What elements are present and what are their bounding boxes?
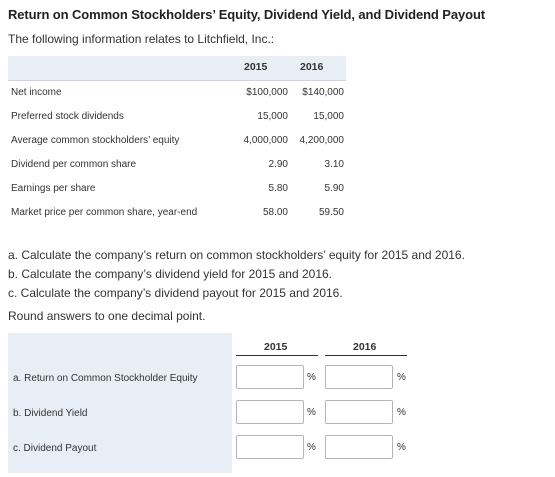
question-b: b. Calculate the company’s dividend yiel…: [8, 267, 332, 281]
value-2015: $100,000: [246, 87, 288, 98]
roe-2016-input[interactable]: [325, 365, 393, 389]
value-2016: 59.50: [318, 207, 344, 218]
answer-year-2016: 2016: [353, 341, 377, 353]
rounding-note: Round answers to one decimal point.: [8, 309, 206, 323]
dividend-payout-2016-input[interactable]: [325, 435, 393, 459]
value-2016: 15,000: [313, 111, 344, 122]
table-row: Dividend per common share 2.90 3.10: [8, 153, 346, 177]
row-label: Earnings per share: [11, 183, 96, 194]
row-label: Net income: [11, 87, 62, 98]
value-2015: 5.80: [268, 183, 288, 194]
table-row: Earnings per share 5.80 5.90: [8, 177, 346, 201]
percent-sign: %: [397, 407, 406, 418]
row-label: Average common stockholders’ equity: [11, 135, 180, 146]
value-2016: 5.90: [324, 183, 344, 194]
question-c: c. Calculate the company’s dividend payo…: [8, 286, 343, 300]
header-underline-2016: [325, 355, 407, 356]
value-2015: 58.00: [262, 207, 288, 218]
dividend-yield-2015-input[interactable]: [236, 400, 304, 424]
row-label: Preferred stock dividends: [11, 111, 124, 122]
percent-sign: %: [307, 372, 316, 383]
answer-label-column: [8, 333, 232, 473]
answer-row-dividend-yield: b. Dividend Yield % %: [8, 398, 418, 430]
question-a: a. Calculate the company’s return on com…: [8, 248, 465, 262]
table-row: Preferred stock dividends 15,000 15,000: [8, 105, 346, 129]
answer-row-dividend-payout: c. Dividend Payout % %: [8, 433, 418, 465]
answer-row-label: c. Dividend Payout: [13, 443, 97, 454]
answer-row-label: b. Dividend Yield: [13, 408, 88, 419]
info-table: 2015 2016 Net income $100,000 $140,000 P…: [8, 56, 346, 225]
answer-row-roe: a. Return on Common Stockholder Equity %…: [8, 363, 418, 395]
percent-sign: %: [397, 442, 406, 453]
dividend-payout-2015-input[interactable]: [236, 435, 304, 459]
problem-title: Return on Common Stockholders’ Equity, D…: [8, 7, 486, 22]
row-label: Market price per common share, year-end: [11, 207, 198, 218]
row-label: Dividend per common share: [11, 159, 137, 170]
answer-table: 2015 2016 a. Return on Common Stockholde…: [8, 333, 408, 473]
header-underline-2015: [236, 355, 318, 356]
percent-sign: %: [307, 442, 316, 453]
answer-row-label: a. Return on Common Stockholder Equity: [13, 373, 198, 384]
answer-year-2015: 2015: [264, 341, 288, 353]
info-table-header: 2015 2016: [8, 56, 346, 81]
table-row: Net income $100,000 $140,000: [8, 81, 346, 105]
percent-sign: %: [307, 407, 316, 418]
value-2015: 2.90: [268, 159, 288, 170]
value-2016: 3.10: [324, 159, 344, 170]
value-2016: $140,000: [302, 87, 344, 98]
table-row: Market price per common share, year-end …: [8, 201, 346, 225]
value-2016: 4,200,000: [299, 135, 345, 146]
roe-2015-input[interactable]: [236, 365, 304, 389]
table-row: Average common stockholders’ equity 4,00…: [8, 129, 346, 153]
dividend-yield-2016-input[interactable]: [325, 400, 393, 424]
questions-list: a. Calculate the company’s return on com…: [8, 248, 465, 305]
info-year-2015: 2015: [244, 61, 268, 73]
problem-page: Return on Common Stockholders’ Equity, D…: [8, 0, 548, 473]
info-year-2016: 2016: [300, 61, 324, 73]
value-2015: 4,000,000: [243, 135, 289, 146]
percent-sign: %: [397, 372, 406, 383]
problem-intro: The following information relates to Lit…: [8, 32, 275, 46]
value-2015: 15,000: [257, 111, 288, 122]
